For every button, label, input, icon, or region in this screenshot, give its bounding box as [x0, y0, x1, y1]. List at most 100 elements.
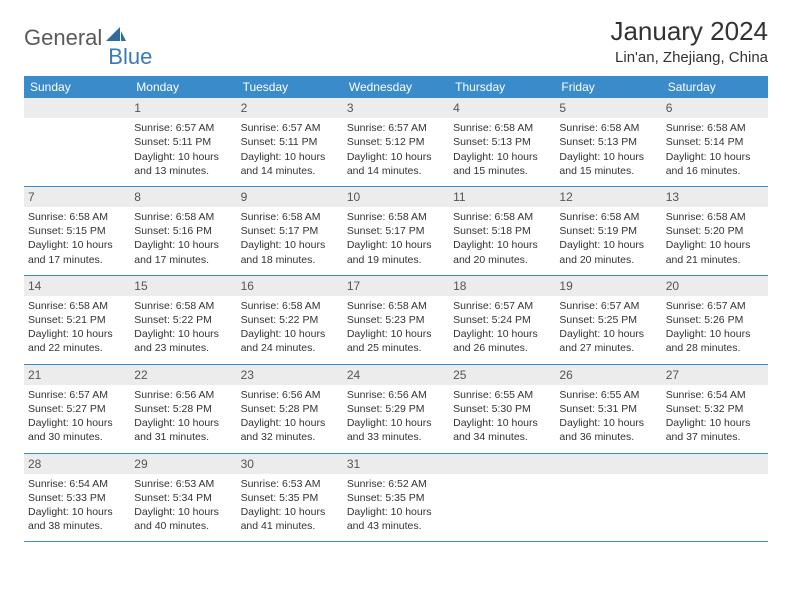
- day-info-line: Daylight: 10 hours: [347, 327, 445, 341]
- day-info-line: Sunrise: 6:56 AM: [347, 388, 445, 402]
- day-info-line: Sunrise: 6:54 AM: [28, 477, 126, 491]
- logo-text-blue: Blue: [108, 44, 152, 70]
- day-info-line: Sunrise: 6:58 AM: [453, 121, 551, 135]
- calendar-day-cell: 7Sunrise: 6:58 AMSunset: 5:15 PMDaylight…: [24, 186, 130, 275]
- day-info-line: and 41 minutes.: [241, 519, 339, 533]
- day-info-line: Sunrise: 6:54 AM: [666, 388, 764, 402]
- day-info-line: Daylight: 10 hours: [559, 416, 657, 430]
- day-number: 17: [343, 276, 449, 296]
- day-number: 28: [24, 454, 130, 474]
- day-info-line: Sunrise: 6:58 AM: [559, 121, 657, 135]
- day-number: 16: [237, 276, 343, 296]
- day-info-line: Daylight: 10 hours: [453, 327, 551, 341]
- page-header: General Blue January 2024 Lin'an, Zhejia…: [24, 16, 768, 66]
- calendar-day-cell: 21Sunrise: 6:57 AMSunset: 5:27 PMDayligh…: [24, 364, 130, 453]
- calendar-day-cell: 9Sunrise: 6:58 AMSunset: 5:17 PMDaylight…: [237, 186, 343, 275]
- logo: General Blue: [24, 16, 154, 60]
- day-info-line: and 33 minutes.: [347, 430, 445, 444]
- day-info-line: Sunset: 5:13 PM: [453, 135, 551, 149]
- day-info-line: Sunset: 5:27 PM: [28, 402, 126, 416]
- weekday-header: Tuesday: [237, 76, 343, 98]
- day-info-line: and 17 minutes.: [28, 253, 126, 267]
- calendar-day-cell: 29Sunrise: 6:53 AMSunset: 5:34 PMDayligh…: [130, 453, 236, 542]
- day-number: 15: [130, 276, 236, 296]
- day-number: 20: [662, 276, 768, 296]
- day-number: 10: [343, 187, 449, 207]
- day-info-line: Sunset: 5:19 PM: [559, 224, 657, 238]
- calendar-day-cell: 4Sunrise: 6:58 AMSunset: 5:13 PMDaylight…: [449, 98, 555, 186]
- day-info-line: Sunrise: 6:58 AM: [28, 299, 126, 313]
- day-info-line: Sunset: 5:15 PM: [28, 224, 126, 238]
- day-number-empty: [449, 454, 555, 474]
- calendar-day-cell: 8Sunrise: 6:58 AMSunset: 5:16 PMDaylight…: [130, 186, 236, 275]
- day-info-line: and 14 minutes.: [241, 164, 339, 178]
- day-info-line: Sunset: 5:28 PM: [241, 402, 339, 416]
- day-info-line: Daylight: 10 hours: [241, 238, 339, 252]
- day-info-line: Daylight: 10 hours: [28, 505, 126, 519]
- day-info-line: Sunrise: 6:57 AM: [241, 121, 339, 135]
- day-number: 6: [662, 98, 768, 118]
- day-info-line: Daylight: 10 hours: [666, 150, 764, 164]
- calendar-day-cell: [449, 453, 555, 542]
- day-info-line: and 20 minutes.: [453, 253, 551, 267]
- day-info-line: and 25 minutes.: [347, 341, 445, 355]
- calendar-day-cell: [662, 453, 768, 542]
- day-info-line: and 21 minutes.: [666, 253, 764, 267]
- calendar-day-cell: 1Sunrise: 6:57 AMSunset: 5:11 PMDaylight…: [130, 98, 236, 186]
- day-info-line: Sunset: 5:25 PM: [559, 313, 657, 327]
- calendar-day-cell: 12Sunrise: 6:58 AMSunset: 5:19 PMDayligh…: [555, 186, 661, 275]
- calendar-header-row: SundayMondayTuesdayWednesdayThursdayFrid…: [24, 76, 768, 98]
- day-info-line: Sunrise: 6:57 AM: [559, 299, 657, 313]
- day-info-line: Sunset: 5:18 PM: [453, 224, 551, 238]
- day-number: 26: [555, 365, 661, 385]
- day-number: 23: [237, 365, 343, 385]
- day-info-line: Sunset: 5:13 PM: [559, 135, 657, 149]
- day-number: 13: [662, 187, 768, 207]
- day-info-line: Sunset: 5:35 PM: [347, 491, 445, 505]
- day-info-line: Daylight: 10 hours: [666, 238, 764, 252]
- day-info-line: and 14 minutes.: [347, 164, 445, 178]
- day-info-line: Sunrise: 6:53 AM: [134, 477, 232, 491]
- day-info-line: Sunset: 5:17 PM: [347, 224, 445, 238]
- day-info-line: Sunrise: 6:57 AM: [28, 388, 126, 402]
- calendar-day-cell: 25Sunrise: 6:55 AMSunset: 5:30 PMDayligh…: [449, 364, 555, 453]
- day-number: 2: [237, 98, 343, 118]
- calendar-day-cell: 22Sunrise: 6:56 AMSunset: 5:28 PMDayligh…: [130, 364, 236, 453]
- day-info-line: Sunset: 5:24 PM: [453, 313, 551, 327]
- day-info-line: Sunset: 5:26 PM: [666, 313, 764, 327]
- day-info-line: Sunset: 5:29 PM: [347, 402, 445, 416]
- day-info-line: and 24 minutes.: [241, 341, 339, 355]
- day-number: 31: [343, 454, 449, 474]
- day-number-empty: [662, 454, 768, 474]
- day-number: 11: [449, 187, 555, 207]
- day-info-line: Sunrise: 6:58 AM: [453, 210, 551, 224]
- day-info-line: Daylight: 10 hours: [241, 327, 339, 341]
- logo-sail-icon: [106, 27, 126, 43]
- day-info-line: and 20 minutes.: [559, 253, 657, 267]
- logo-text-general: General: [24, 25, 102, 51]
- day-info-line: Daylight: 10 hours: [559, 327, 657, 341]
- day-info-line: Sunrise: 6:58 AM: [28, 210, 126, 224]
- calendar-day-cell: 24Sunrise: 6:56 AMSunset: 5:29 PMDayligh…: [343, 364, 449, 453]
- day-info-line: Sunrise: 6:58 AM: [666, 210, 764, 224]
- day-number: 24: [343, 365, 449, 385]
- calendar-day-cell: 3Sunrise: 6:57 AMSunset: 5:12 PMDaylight…: [343, 98, 449, 186]
- day-info-line: Sunset: 5:20 PM: [666, 224, 764, 238]
- calendar-day-cell: 19Sunrise: 6:57 AMSunset: 5:25 PMDayligh…: [555, 275, 661, 364]
- day-number: 22: [130, 365, 236, 385]
- day-info-line: and 34 minutes.: [453, 430, 551, 444]
- day-info-line: Sunset: 5:17 PM: [241, 224, 339, 238]
- day-info-line: Daylight: 10 hours: [134, 505, 232, 519]
- day-number: 7: [24, 187, 130, 207]
- day-info-line: Sunset: 5:12 PM: [347, 135, 445, 149]
- day-info-line: Sunrise: 6:57 AM: [134, 121, 232, 135]
- day-info-line: and 38 minutes.: [28, 519, 126, 533]
- day-info-line: Daylight: 10 hours: [134, 150, 232, 164]
- day-info-line: Daylight: 10 hours: [134, 416, 232, 430]
- day-info-line: Daylight: 10 hours: [666, 416, 764, 430]
- weekday-header: Sunday: [24, 76, 130, 98]
- day-info-line: and 30 minutes.: [28, 430, 126, 444]
- day-info-line: Sunset: 5:34 PM: [134, 491, 232, 505]
- day-info-line: Sunrise: 6:58 AM: [559, 210, 657, 224]
- day-number: 5: [555, 98, 661, 118]
